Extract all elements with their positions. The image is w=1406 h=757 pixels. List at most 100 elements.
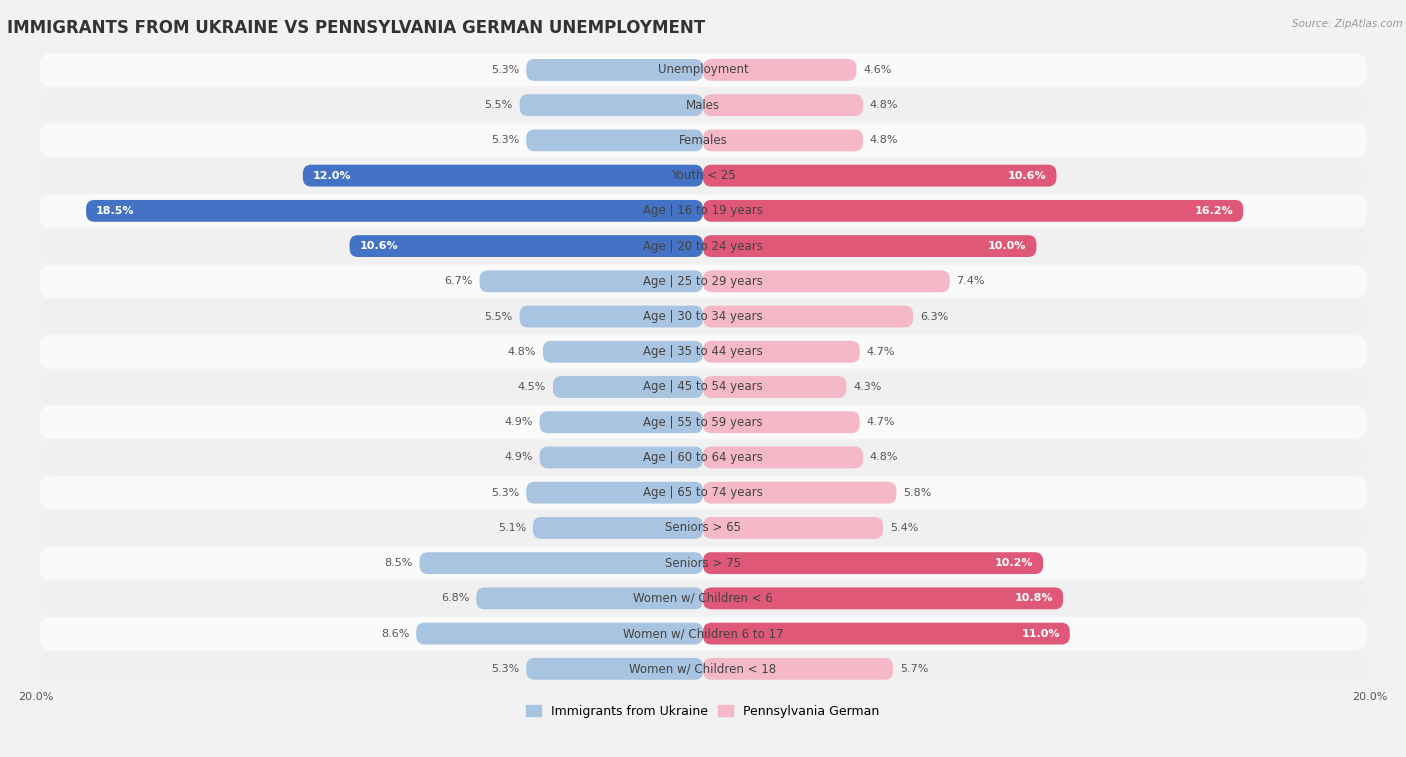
Text: Age | 20 to 24 years: Age | 20 to 24 years [643,239,763,253]
Text: 18.5%: 18.5% [96,206,135,216]
Text: 4.8%: 4.8% [870,136,898,145]
FancyBboxPatch shape [39,335,1367,369]
FancyBboxPatch shape [39,511,1367,544]
FancyBboxPatch shape [703,623,1070,644]
Text: 5.3%: 5.3% [491,136,520,145]
FancyBboxPatch shape [416,623,703,644]
Text: Seniors > 65: Seniors > 65 [665,522,741,534]
FancyBboxPatch shape [39,547,1367,580]
FancyBboxPatch shape [703,129,863,151]
Text: 4.9%: 4.9% [505,453,533,463]
FancyBboxPatch shape [703,587,1063,609]
FancyBboxPatch shape [39,89,1367,122]
Text: 5.4%: 5.4% [890,523,918,533]
Text: 12.0%: 12.0% [314,170,352,181]
FancyBboxPatch shape [703,341,859,363]
Text: Age | 45 to 54 years: Age | 45 to 54 years [643,381,763,394]
Text: 11.0%: 11.0% [1021,628,1060,639]
Legend: Immigrants from Ukraine, Pennsylvania German: Immigrants from Ukraine, Pennsylvania Ge… [522,700,884,723]
FancyBboxPatch shape [703,552,1043,574]
FancyBboxPatch shape [39,265,1367,298]
Text: 5.3%: 5.3% [491,65,520,75]
Text: 10.6%: 10.6% [1008,170,1046,181]
Text: Age | 65 to 74 years: Age | 65 to 74 years [643,486,763,499]
FancyBboxPatch shape [39,300,1367,333]
FancyBboxPatch shape [703,200,1243,222]
Text: 8.5%: 8.5% [384,558,413,569]
Text: Youth < 25: Youth < 25 [671,169,735,182]
FancyBboxPatch shape [703,95,863,116]
FancyBboxPatch shape [419,552,703,574]
Text: 4.8%: 4.8% [870,100,898,111]
FancyBboxPatch shape [703,411,859,433]
FancyBboxPatch shape [520,95,703,116]
FancyBboxPatch shape [39,124,1367,157]
FancyBboxPatch shape [39,406,1367,439]
Text: 5.5%: 5.5% [485,100,513,111]
Text: 6.7%: 6.7% [444,276,472,286]
Text: Seniors > 75: Seniors > 75 [665,556,741,569]
Text: 4.5%: 4.5% [517,382,547,392]
Text: 10.0%: 10.0% [988,241,1026,251]
Text: Age | 30 to 34 years: Age | 30 to 34 years [643,310,763,323]
FancyBboxPatch shape [543,341,703,363]
FancyBboxPatch shape [39,195,1367,227]
FancyBboxPatch shape [86,200,703,222]
FancyBboxPatch shape [533,517,703,539]
FancyBboxPatch shape [703,447,863,469]
Text: 10.6%: 10.6% [360,241,398,251]
FancyBboxPatch shape [540,447,703,469]
FancyBboxPatch shape [39,617,1367,650]
Text: 4.3%: 4.3% [853,382,882,392]
Text: IMMIGRANTS FROM UKRAINE VS PENNSYLVANIA GERMAN UNEMPLOYMENT: IMMIGRANTS FROM UKRAINE VS PENNSYLVANIA … [7,19,706,37]
FancyBboxPatch shape [39,441,1367,474]
Text: 5.1%: 5.1% [498,523,526,533]
FancyBboxPatch shape [479,270,703,292]
FancyBboxPatch shape [302,165,703,186]
Text: Unemployment: Unemployment [658,64,748,76]
FancyBboxPatch shape [703,517,883,539]
FancyBboxPatch shape [350,235,703,257]
Text: Age | 35 to 44 years: Age | 35 to 44 years [643,345,763,358]
Text: 5.3%: 5.3% [491,488,520,497]
FancyBboxPatch shape [703,481,897,503]
Text: 6.3%: 6.3% [920,312,948,322]
Text: 20.0%: 20.0% [1353,692,1388,702]
Text: Age | 60 to 64 years: Age | 60 to 64 years [643,451,763,464]
FancyBboxPatch shape [703,235,1036,257]
Text: Women w/ Children 6 to 17: Women w/ Children 6 to 17 [623,627,783,640]
FancyBboxPatch shape [703,306,912,328]
Text: 4.8%: 4.8% [870,453,898,463]
FancyBboxPatch shape [540,411,703,433]
Text: Source: ZipAtlas.com: Source: ZipAtlas.com [1292,19,1403,29]
Text: 5.5%: 5.5% [485,312,513,322]
Text: 10.8%: 10.8% [1015,593,1053,603]
Text: 8.6%: 8.6% [381,628,409,639]
Text: 4.7%: 4.7% [866,347,894,357]
Text: 4.6%: 4.6% [863,65,891,75]
Text: Age | 25 to 29 years: Age | 25 to 29 years [643,275,763,288]
Text: Women w/ Children < 6: Women w/ Children < 6 [633,592,773,605]
FancyBboxPatch shape [703,376,846,398]
FancyBboxPatch shape [526,129,703,151]
FancyBboxPatch shape [520,306,703,328]
Text: 5.7%: 5.7% [900,664,928,674]
Text: 20.0%: 20.0% [18,692,53,702]
Text: Females: Females [679,134,727,147]
FancyBboxPatch shape [39,159,1367,192]
Text: 6.8%: 6.8% [441,593,470,603]
Text: 4.9%: 4.9% [505,417,533,427]
Text: 7.4%: 7.4% [956,276,986,286]
Text: 5.8%: 5.8% [903,488,931,497]
FancyBboxPatch shape [703,165,1056,186]
Text: 4.7%: 4.7% [866,417,894,427]
FancyBboxPatch shape [39,476,1367,509]
FancyBboxPatch shape [703,59,856,81]
Text: 4.8%: 4.8% [508,347,536,357]
Text: 5.3%: 5.3% [491,664,520,674]
FancyBboxPatch shape [526,481,703,503]
FancyBboxPatch shape [39,370,1367,403]
Text: 16.2%: 16.2% [1195,206,1233,216]
Text: 10.2%: 10.2% [994,558,1033,569]
FancyBboxPatch shape [39,582,1367,615]
